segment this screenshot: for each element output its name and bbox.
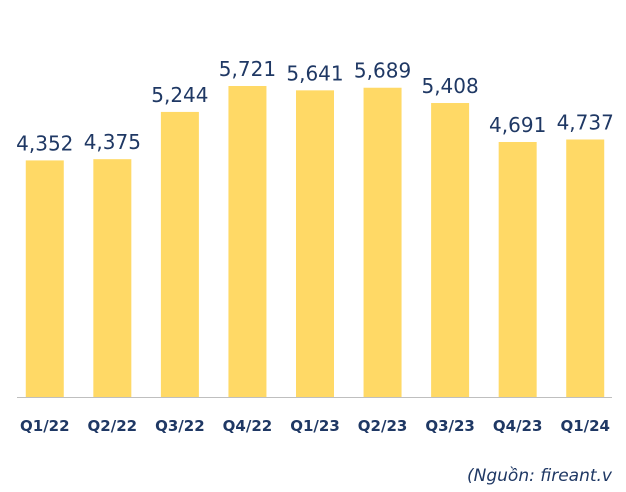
value-label: 5,408 [421, 74, 478, 98]
bar [25, 160, 64, 397]
bar [296, 90, 334, 398]
source-note: (Nguồn: fireant.v [467, 465, 613, 486]
x-tick-label: Q2/23 [358, 417, 408, 435]
bar [566, 139, 605, 398]
value-label: 5,641 [286, 61, 343, 85]
value-label: 4,352 [16, 131, 73, 155]
x-tick-label: Q1/23 [290, 417, 340, 435]
value-label: 4,737 [557, 110, 614, 134]
bar [93, 159, 132, 397]
value-label: 5,244 [151, 83, 208, 107]
x-tick-label: Q2/22 [88, 417, 138, 435]
x-tick-label: Q3/23 [425, 417, 475, 435]
value-label: 5,689 [354, 59, 411, 83]
x-tick-label: Q1/24 [560, 417, 610, 435]
bar [431, 103, 470, 398]
x-tick-label: Q1/22 [20, 417, 70, 435]
value-label: 4,375 [84, 130, 141, 154]
x-tick-label: Q4/22 [223, 417, 273, 435]
bar [498, 141, 537, 397]
bar [228, 86, 267, 397]
x-tick-label: Q4/23 [493, 417, 543, 435]
value-label: 4,691 [489, 113, 546, 137]
x-tick-label: Q3/22 [155, 417, 205, 435]
bar [363, 87, 402, 397]
value-label: 5,721 [219, 57, 276, 81]
bar [160, 111, 199, 397]
